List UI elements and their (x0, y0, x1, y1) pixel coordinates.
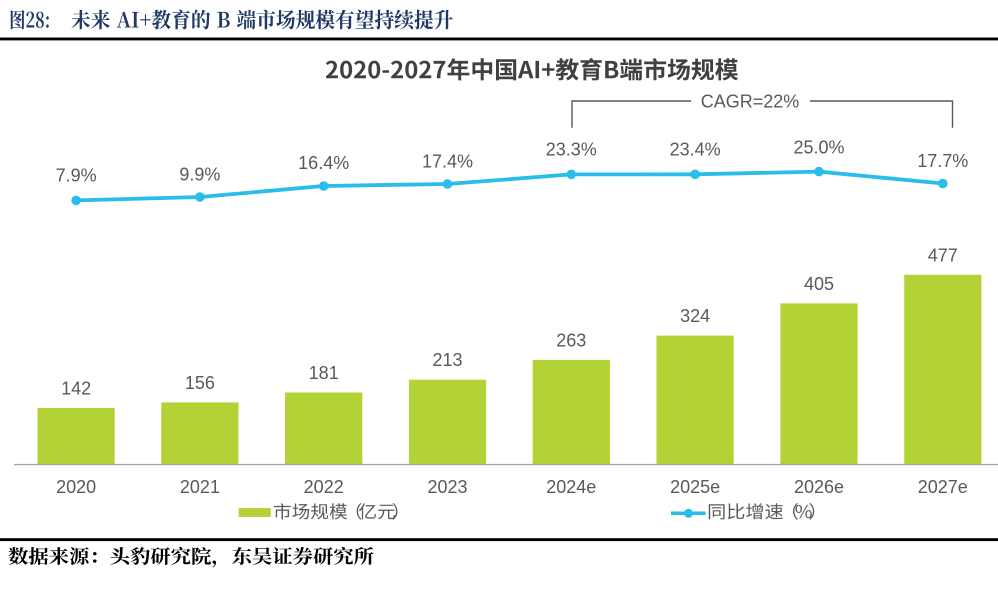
svg-text:2022: 2022 (304, 477, 344, 497)
svg-text:25.0%: 25.0% (793, 138, 844, 158)
svg-text:2023: 2023 (427, 477, 467, 497)
svg-text:2027e: 2027e (918, 477, 968, 497)
svg-text:156: 156 (185, 373, 215, 393)
svg-text:142: 142 (61, 379, 91, 399)
svg-text:405: 405 (804, 274, 834, 294)
svg-text:9.9%: 9.9% (179, 165, 220, 185)
svg-text:2024e: 2024e (546, 477, 596, 497)
svg-text:CAGR=22%: CAGR=22% (701, 92, 800, 112)
svg-text:2021: 2021 (180, 477, 220, 497)
svg-text:263: 263 (556, 330, 586, 350)
svg-text:213: 213 (432, 350, 462, 370)
svg-text:17.4%: 17.4% (422, 152, 473, 172)
svg-text:17.7%: 17.7% (917, 151, 968, 171)
svg-text:477: 477 (928, 245, 958, 265)
svg-text:2020: 2020 (56, 477, 96, 497)
svg-text:181: 181 (309, 363, 339, 383)
svg-text:23.3%: 23.3% (546, 139, 597, 159)
svg-text:2026e: 2026e (794, 477, 844, 497)
svg-text:23.4%: 23.4% (670, 139, 721, 159)
svg-text:7.9%: 7.9% (56, 166, 97, 186)
svg-text:2025e: 2025e (670, 477, 720, 497)
svg-text:324: 324 (680, 306, 710, 326)
svg-text:16.4%: 16.4% (298, 153, 349, 173)
